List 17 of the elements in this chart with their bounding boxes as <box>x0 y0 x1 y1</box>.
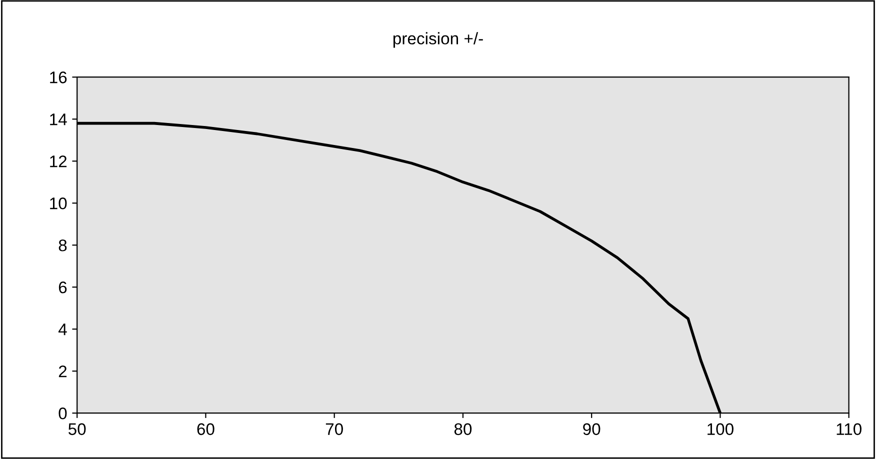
x-tick-label: 100 <box>708 423 734 436</box>
x-tick-label: 60 <box>197 423 214 436</box>
x-tick-label: 50 <box>68 423 86 436</box>
x-tick-label: 110 <box>836 423 862 436</box>
x-tick-label: 70 <box>326 423 343 436</box>
y-tick-label: 4 <box>58 324 67 336</box>
x-tick-label: 90 <box>583 423 600 436</box>
y-tick-label: 16 <box>50 72 67 84</box>
chart-title: precision +/- <box>393 32 483 48</box>
y-tick-label: 14 <box>50 114 67 126</box>
y-tick-label: 6 <box>58 282 67 294</box>
y-tick-label: 10 <box>50 198 67 210</box>
x-tick-label: 80 <box>454 423 472 436</box>
y-tick-label: 2 <box>58 366 67 378</box>
y-tick-label: 8 <box>58 240 67 252</box>
y-tick-label: 12 <box>50 156 67 168</box>
y-tick-label: 0 <box>58 408 67 420</box>
